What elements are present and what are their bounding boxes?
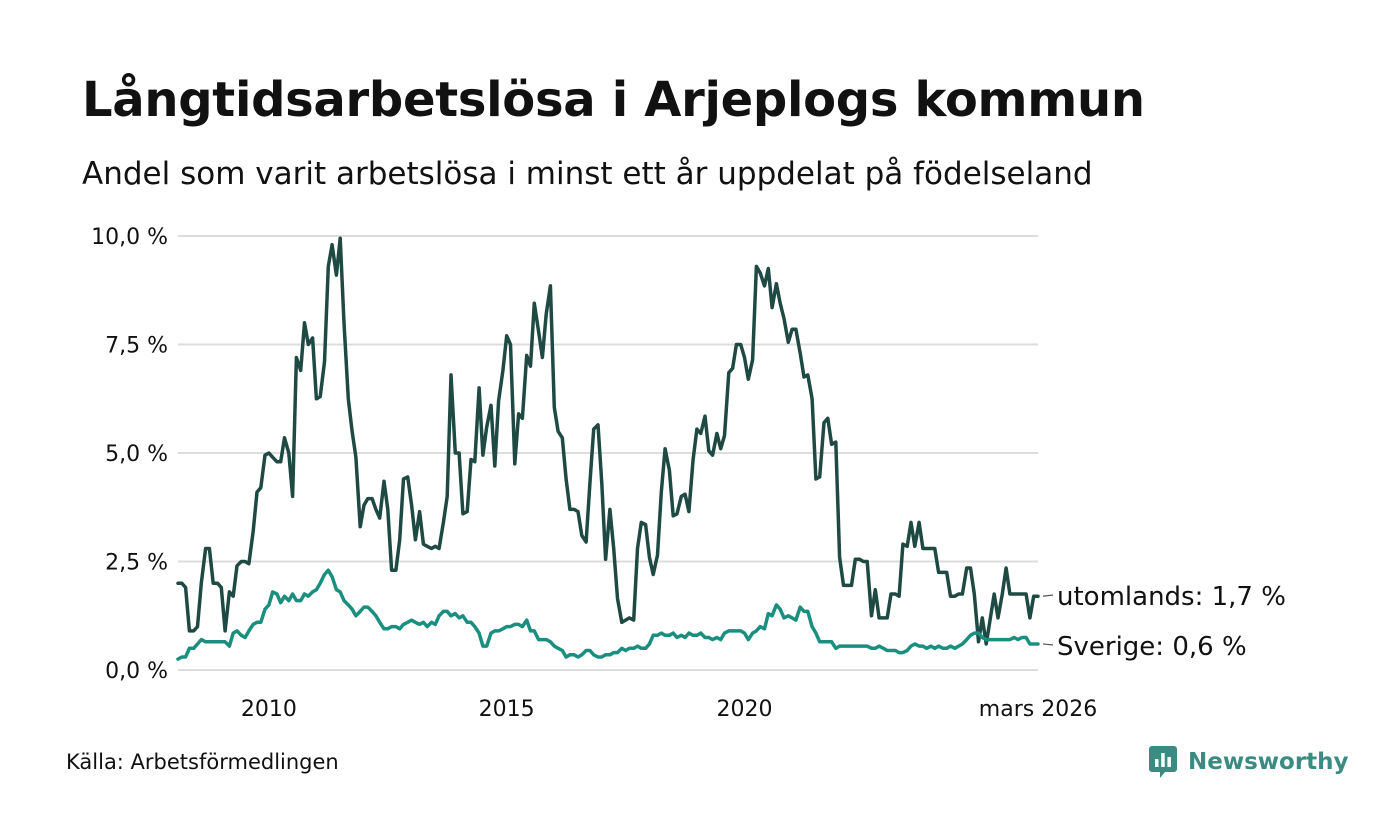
end-label-connector bbox=[1042, 643, 1054, 646]
series-line-sverige bbox=[176, 568, 1040, 661]
series-line-utomlands bbox=[176, 236, 1040, 646]
chart-title: Långtidsarbetslösa i Arjeplogs kommun bbox=[82, 72, 1145, 128]
y-tick-label: 0,0 % bbox=[105, 659, 168, 684]
x-tick-label: 2010 bbox=[241, 697, 297, 722]
brand-logo[interactable]: Newsworthy bbox=[1148, 744, 1349, 780]
x-tick-label: mars 2026 bbox=[979, 697, 1097, 722]
end-label-utomlands: utomlands: 1,7 % bbox=[1057, 582, 1286, 612]
brand-name: Newsworthy bbox=[1188, 749, 1349, 775]
chart-subtitle: Andel som varit arbetslösa i minst ett å… bbox=[82, 156, 1093, 192]
x-axis-ticks: 2010 2015 2020 mars 2026 bbox=[241, 697, 1097, 722]
end-labels: utomlands: 1,7 % Sverige: 0,6 % bbox=[1042, 582, 1286, 662]
end-label-connector bbox=[1042, 594, 1054, 597]
x-tick-label: 2020 bbox=[717, 697, 773, 722]
grid-lines bbox=[178, 235, 1038, 671]
series-lines bbox=[176, 236, 1040, 661]
end-label-sverige: Sverige: 0,6 % bbox=[1057, 632, 1247, 662]
y-tick-label: 2,5 % bbox=[105, 551, 168, 576]
y-tick-label: 5,0 % bbox=[105, 442, 168, 467]
newsworthy-logo-icon bbox=[1149, 746, 1177, 778]
y-axis-ticks: 0,0 % 2,5 % 5,0 % 7,5 % 10,0 % bbox=[91, 225, 168, 684]
y-tick-label: 10,0 % bbox=[91, 225, 168, 250]
x-tick-label: 2015 bbox=[479, 697, 535, 722]
y-tick-label: 7,5 % bbox=[105, 334, 168, 359]
source-note: Källa: Arbetsförmedlingen bbox=[66, 750, 339, 774]
